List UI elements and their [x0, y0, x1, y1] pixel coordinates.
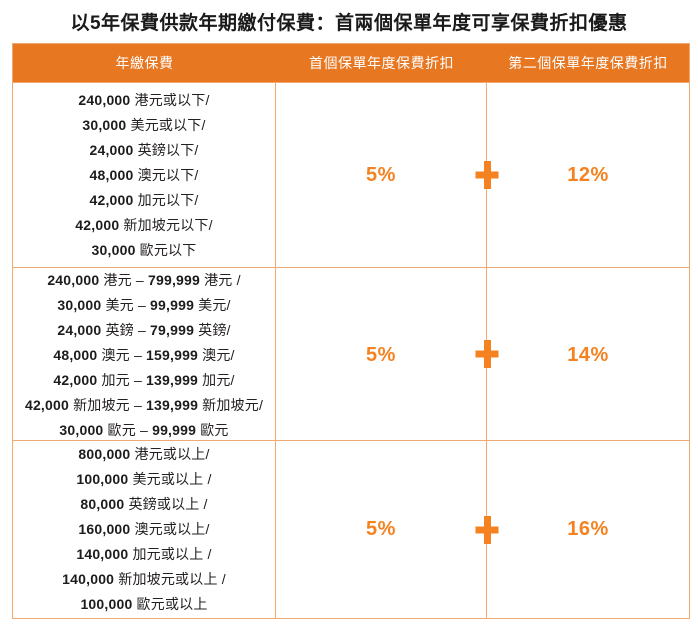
premium-discount-table: 年繳保費 首個保單年度保費折扣 第二個保單年度保費折扣 240,000 港元或以… — [12, 43, 690, 619]
premium-range-line: 800,000 港元或以上/ — [78, 446, 210, 462]
second-year-discount-cell: 12% — [487, 83, 689, 267]
annual-premium-cell: 240,000 港元或以下/30,000 美元或以下/24,000 英鎊以下/4… — [13, 83, 276, 267]
premium-range-line: 140,000 新加坡元或以上 / — [62, 571, 226, 587]
premium-range-line: 160,000 澳元或以上/ — [78, 521, 210, 537]
second-year-discount-cell: 16% — [487, 441, 689, 618]
header-first-year-discount: 首個保單年度保費折扣 — [309, 55, 454, 71]
premium-range-line: 48,000 澳元以下/ — [89, 166, 199, 183]
table-row: 240,000 港元或以下/30,000 美元或以下/24,000 英鎊以下/4… — [13, 82, 689, 267]
premium-range-line: 30,000 歐元以下 — [91, 241, 197, 258]
premium-range-line: 30,000 美元 – 99,999 美元/ — [57, 297, 231, 313]
table-body: 240,000 港元或以下/30,000 美元或以下/24,000 英鎊以下/4… — [13, 82, 689, 618]
premium-range-line: 240,000 港元或以下/ — [78, 91, 210, 108]
plus-icon — [476, 516, 499, 544]
premium-range-line: 30,000 歐元 – 99,999 歐元 — [59, 422, 229, 438]
premium-range-line: 24,000 英鎊 – 79,999 英鎊/ — [57, 322, 231, 338]
table-row: 800,000 港元或以上/100,000 美元或以上 / 80,000 英鎊或以… — [13, 440, 689, 618]
premium-range-line: 30,000 美元或以下/ — [82, 116, 206, 133]
premium-range-line: 24,000 英鎊以下/ — [89, 141, 199, 158]
premium-range-lines: 240,000 港元或以下/30,000 美元或以下/24,000 英鎊以下/4… — [75, 88, 212, 263]
table-header-row: 年繳保費 首個保單年度保費折扣 第二個保單年度保費折扣 — [13, 44, 689, 82]
first-year-discount-value: 5% — [366, 344, 396, 366]
second-year-discount-cell: 14% — [487, 268, 689, 443]
first-year-discount-cell: 5% — [276, 83, 487, 267]
premium-range-line: 100,000 歐元或以上 — [80, 596, 208, 612]
annual-premium-cell: 240,000 港元 – 799,999 港元 / 30,000 美元 – 99,… — [13, 268, 276, 443]
premium-range-line: 48,000 澳元 – 159,999 澳元/ — [53, 347, 235, 363]
page-title: 以5年保費供款年期繳付保費：首兩個保單年度可享保費折扣優惠 — [70, 13, 628, 34]
premium-range-lines: 240,000 港元 – 799,999 港元 / 30,000 美元 – 99,… — [25, 268, 263, 443]
premium-range-lines: 800,000 港元或以上/100,000 美元或以上 / 80,000 英鎊或以… — [62, 442, 226, 617]
premium-range-line: 240,000 港元 – 799,999 港元 / — [47, 272, 241, 288]
first-year-discount-cell: 5% — [276, 268, 487, 443]
premium-range-line: 140,000 加元或以上 / — [76, 546, 212, 562]
second-year-discount-value: 14% — [567, 344, 609, 366]
first-year-discount-cell: 5% — [276, 441, 487, 618]
header-annual-premium: 年繳保費 — [115, 55, 174, 71]
premium-range-line: 42,000 新加坡元 – 139,999 新加坡元/ — [24, 397, 264, 413]
premium-range-line: 42,000 加元 – 139,999 加元/ — [53, 372, 235, 388]
second-year-discount-value: 12% — [567, 163, 609, 186]
plus-icon — [476, 340, 499, 368]
premium-range-line: 42,000 新加坡元以下/ — [75, 216, 213, 233]
second-year-discount-value: 16% — [567, 518, 609, 540]
header-second-year-discount: 第二個保單年度保費折扣 — [508, 55, 668, 71]
plus-icon — [476, 161, 499, 189]
table-row: 240,000 港元 – 799,999 港元 / 30,000 美元 – 99,… — [13, 267, 689, 443]
first-year-discount-value: 5% — [366, 163, 396, 186]
premium-range-line: 100,000 美元或以上 / — [76, 471, 212, 487]
premium-range-line: 80,000 英鎊或以上 / — [80, 496, 208, 512]
annual-premium-cell: 800,000 港元或以上/100,000 美元或以上 / 80,000 英鎊或以… — [13, 441, 276, 618]
premium-range-line: 42,000 加元以下/ — [89, 191, 199, 208]
first-year-discount-value: 5% — [366, 518, 396, 540]
